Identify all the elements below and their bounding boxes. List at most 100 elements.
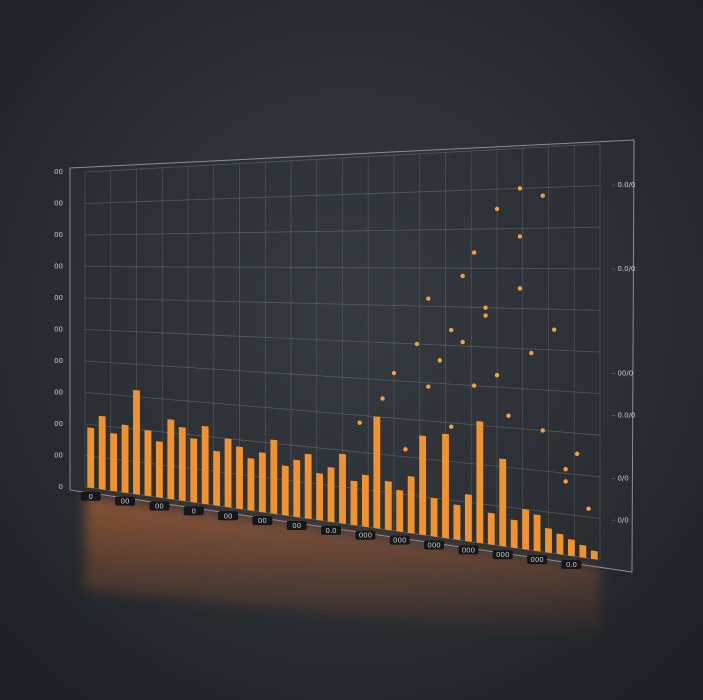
scatter-point — [518, 234, 522, 238]
bar — [579, 545, 586, 558]
bar — [385, 481, 392, 531]
page: 0000000000000000000000/00/00.0/000/00.0/… — [0, 0, 703, 700]
scatter-point — [380, 396, 384, 400]
bar — [591, 550, 598, 559]
scatter-point — [518, 286, 522, 290]
bar — [568, 539, 575, 556]
scatter-point — [495, 207, 499, 211]
scatter-point — [518, 186, 522, 190]
bar — [328, 467, 335, 522]
bar — [145, 430, 152, 496]
bar — [419, 435, 426, 535]
y-tick-label: 00 — [54, 389, 63, 397]
bar — [202, 426, 209, 505]
bar — [282, 465, 289, 515]
x-tick-label: 0 — [191, 507, 195, 515]
scatter-point — [449, 328, 453, 332]
bar — [248, 458, 255, 511]
bar — [270, 439, 277, 514]
bar — [545, 528, 552, 553]
x-tick-label: 00 — [258, 517, 267, 525]
scatter-point — [483, 313, 487, 317]
bar — [557, 533, 564, 554]
bar — [167, 419, 174, 499]
y-tick-label: 00 — [54, 452, 63, 460]
x-tick-label: 0.0 — [325, 527, 336, 535]
bar — [499, 459, 506, 547]
scatter-point — [541, 193, 545, 197]
scatter-point — [472, 250, 476, 254]
bar — [339, 454, 346, 524]
bar — [465, 494, 472, 542]
bar — [488, 513, 495, 545]
bar — [316, 473, 323, 521]
bar — [351, 481, 358, 526]
scatter-point — [357, 420, 361, 424]
scatter-point — [586, 507, 590, 511]
bar — [156, 441, 163, 498]
bar — [534, 514, 541, 551]
bar — [225, 438, 232, 507]
scatter-point — [575, 452, 579, 456]
bar — [259, 452, 266, 512]
bar — [133, 390, 140, 495]
y-tick-label: 00 — [54, 263, 63, 271]
scatter-point — [392, 371, 396, 375]
x-tick-label: 000 — [530, 556, 543, 564]
scatter-point — [460, 274, 464, 278]
bar — [305, 454, 312, 519]
y-tick-label: 00 — [54, 420, 63, 428]
y2-tick-label: 0.0/0 — [617, 181, 635, 189]
y2-tick-label: 0/0 — [617, 474, 628, 482]
y2-tick-label: 0.0/0 — [617, 412, 635, 420]
bar — [373, 416, 380, 528]
scatter-point — [438, 358, 442, 362]
y-tick-label: 0 — [59, 483, 63, 491]
x-tick-label: 000 — [496, 551, 509, 559]
x-tick-label: 00 — [224, 512, 233, 520]
x-tick-label: 000 — [393, 537, 406, 545]
scatter-point — [563, 467, 567, 471]
bar — [179, 427, 186, 501]
scatter-point — [563, 479, 567, 483]
y-tick-label: 00 — [54, 168, 63, 176]
y-tick-label: 00 — [54, 357, 63, 365]
x-tick-label: 00 — [155, 503, 164, 511]
scatter-point — [541, 428, 545, 432]
y-tick-label: 00 — [54, 200, 63, 208]
bar — [408, 476, 415, 534]
scatter-point — [472, 383, 476, 387]
scatter-point — [529, 351, 533, 355]
x-tick-label: 000 — [427, 541, 440, 549]
bar — [396, 490, 403, 532]
scatter-point — [426, 296, 430, 300]
bar — [190, 438, 197, 503]
scatter-point — [415, 342, 419, 346]
chart: 0000000000000000000000/00/00.0/000/00.0/… — [0, 0, 703, 700]
y-tick-label: 00 — [54, 326, 63, 334]
y-tick-label: 00 — [54, 231, 63, 239]
bar — [362, 475, 369, 528]
y2-tick-label: 0.0/0 — [617, 265, 635, 273]
y-tick-label: 00 — [54, 294, 63, 302]
scatter-point — [483, 305, 487, 309]
bar — [293, 460, 300, 518]
x-tick-label: 00 — [121, 498, 130, 506]
bar — [431, 498, 438, 537]
bar — [236, 446, 243, 509]
bar — [213, 451, 220, 506]
bar — [442, 434, 449, 539]
x-tick-label: 00 — [292, 522, 301, 530]
bar — [87, 427, 94, 488]
scatter-point — [495, 373, 499, 377]
bar — [454, 504, 461, 540]
bar — [522, 509, 529, 550]
scatter-point — [426, 384, 430, 388]
x-tick-label: 0 — [88, 493, 92, 501]
bar — [110, 433, 117, 492]
y2-tick-label: 0/0 — [617, 516, 628, 524]
bar — [476, 421, 483, 543]
scatter-point — [506, 413, 510, 417]
scatter-point — [552, 327, 556, 331]
bar — [511, 519, 518, 548]
